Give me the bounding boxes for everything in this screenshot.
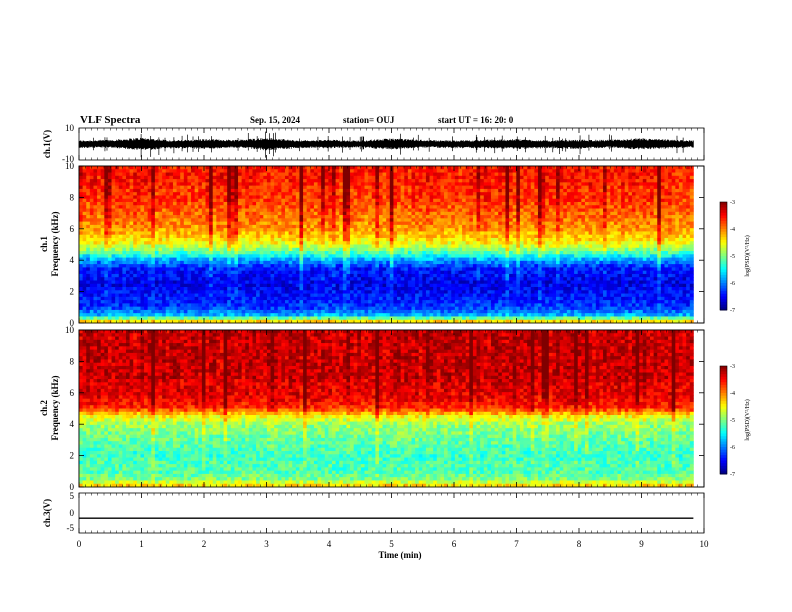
ytick-label: 10 (65, 161, 75, 171)
colorbar-tick-label: -3 (730, 200, 735, 206)
colorbar-tick-label: -6 (730, 445, 735, 451)
ytick-label: 8 (70, 356, 75, 366)
colorbar-tick-label: -4 (730, 227, 735, 233)
ytick-label: 4 (70, 255, 75, 265)
ytick-label: 10 (65, 325, 75, 335)
ch2-frequency-label: Frequency (kHz) (50, 375, 60, 440)
ytick-label: 6 (70, 388, 75, 398)
ytick-label: 2 (70, 287, 75, 297)
xtick-label: 10 (700, 539, 710, 549)
colorbar-tick-label: -7 (730, 308, 735, 314)
ytick-label: 6 (70, 224, 75, 234)
date-label: Sep. 15, 2024 (250, 115, 301, 125)
xtick-label: 8 (577, 539, 582, 549)
xtick-label: 7 (514, 539, 519, 549)
colorbar-label: log(PSD)(V²/Hz) (744, 399, 751, 440)
colorbar-tick-label: -3 (730, 364, 735, 370)
ch1-frequency-label: Frequency (kHz) (50, 211, 60, 276)
ch1-ytick-top: 10 (65, 123, 75, 133)
xtick-label: 2 (202, 539, 207, 549)
ch2-spectrogram-ylabel: ch.2 (39, 400, 49, 416)
ch2-colorbar: -3 -4 -5 -6 -7 log(PSD)(V²/Hz) (719, 364, 751, 478)
xtick-label: 3 (264, 539, 269, 549)
ch1-waveform-trace (78, 131, 694, 158)
x-axis-label: Time (min) (378, 550, 421, 560)
colorbar-label: log(PSD)(V²/Hz) (744, 235, 751, 276)
ch1-waveform-panel: 10 -10 ch.1(V) (42, 123, 705, 164)
ch2-spectrogram-yticks: 0 2 4 6 8 10 (65, 325, 704, 492)
xtick-label: 6 (452, 539, 457, 549)
xtick-label: 0 (77, 539, 82, 549)
ytick-label: 2 (70, 451, 75, 461)
colorbar-tick-label: -5 (730, 254, 735, 260)
x-axis-ticks: 0 1 2 3 4 5 6 7 8 9 10 (77, 128, 709, 549)
colorbar-tick-label: -5 (730, 418, 735, 424)
xtick-label: 4 (327, 539, 332, 549)
colorbar-tick-label: -7 (730, 472, 735, 478)
ch1-colorbar: -3 -4 -5 -6 -7 log(PSD)(V²/Hz) (719, 200, 751, 314)
ytick-label: 4 (70, 419, 75, 429)
ytick-label: 0 (70, 318, 75, 328)
colorbar-tick-label: -6 (730, 281, 735, 287)
ch2-spectrogram-panel: ch.2 Frequency (kHz) 0 2 4 6 8 10 -3 -4 -5 -6 -7 l… (39, 325, 751, 492)
xtick-label: 5 (389, 539, 394, 549)
ch1-spectrogram-ylabel: ch.1 (39, 236, 49, 252)
start-time-label: start UT = 16: 20: 0 (438, 115, 514, 125)
ch3-voltage-ylabel: ch.3(V) (42, 499, 52, 527)
xtick-label: 9 (639, 539, 644, 549)
ch1-spectrogram-yticks: 0 2 4 6 8 10 (65, 161, 704, 328)
ch1-waveform-ylabel: ch.1(V) (42, 130, 52, 158)
ch2-spectrogram-image (79, 330, 694, 488)
ch3-ytick-bottom: -5 (67, 523, 75, 533)
ch1-waveform-line (78, 131, 694, 158)
ch3-voltage-panel: 5 0 -5 ch.3(V) (42, 491, 705, 534)
ch3-voltage-frame (78, 492, 705, 534)
ch1-ytick-bottom: -10 (62, 154, 74, 164)
ytick-label: 8 (70, 192, 75, 202)
ch1-spectrogram-panel: ch.1 Frequency (kHz) 0 2 4 6 8 10 -3 -4 -5 -6 -7 l… (39, 161, 751, 328)
ch1-spectrogram-image (79, 166, 694, 324)
xtick-label: 1 (139, 539, 144, 549)
station-label: station= OUJ (343, 115, 395, 125)
chart-title: VLF Spectra (80, 114, 141, 126)
ytick-label: 0 (70, 482, 75, 492)
ch3-ytick-mid: 0 (70, 508, 75, 518)
ch3-ytick-top: 5 (70, 491, 75, 501)
colorbar-tick-label: -4 (730, 391, 735, 397)
